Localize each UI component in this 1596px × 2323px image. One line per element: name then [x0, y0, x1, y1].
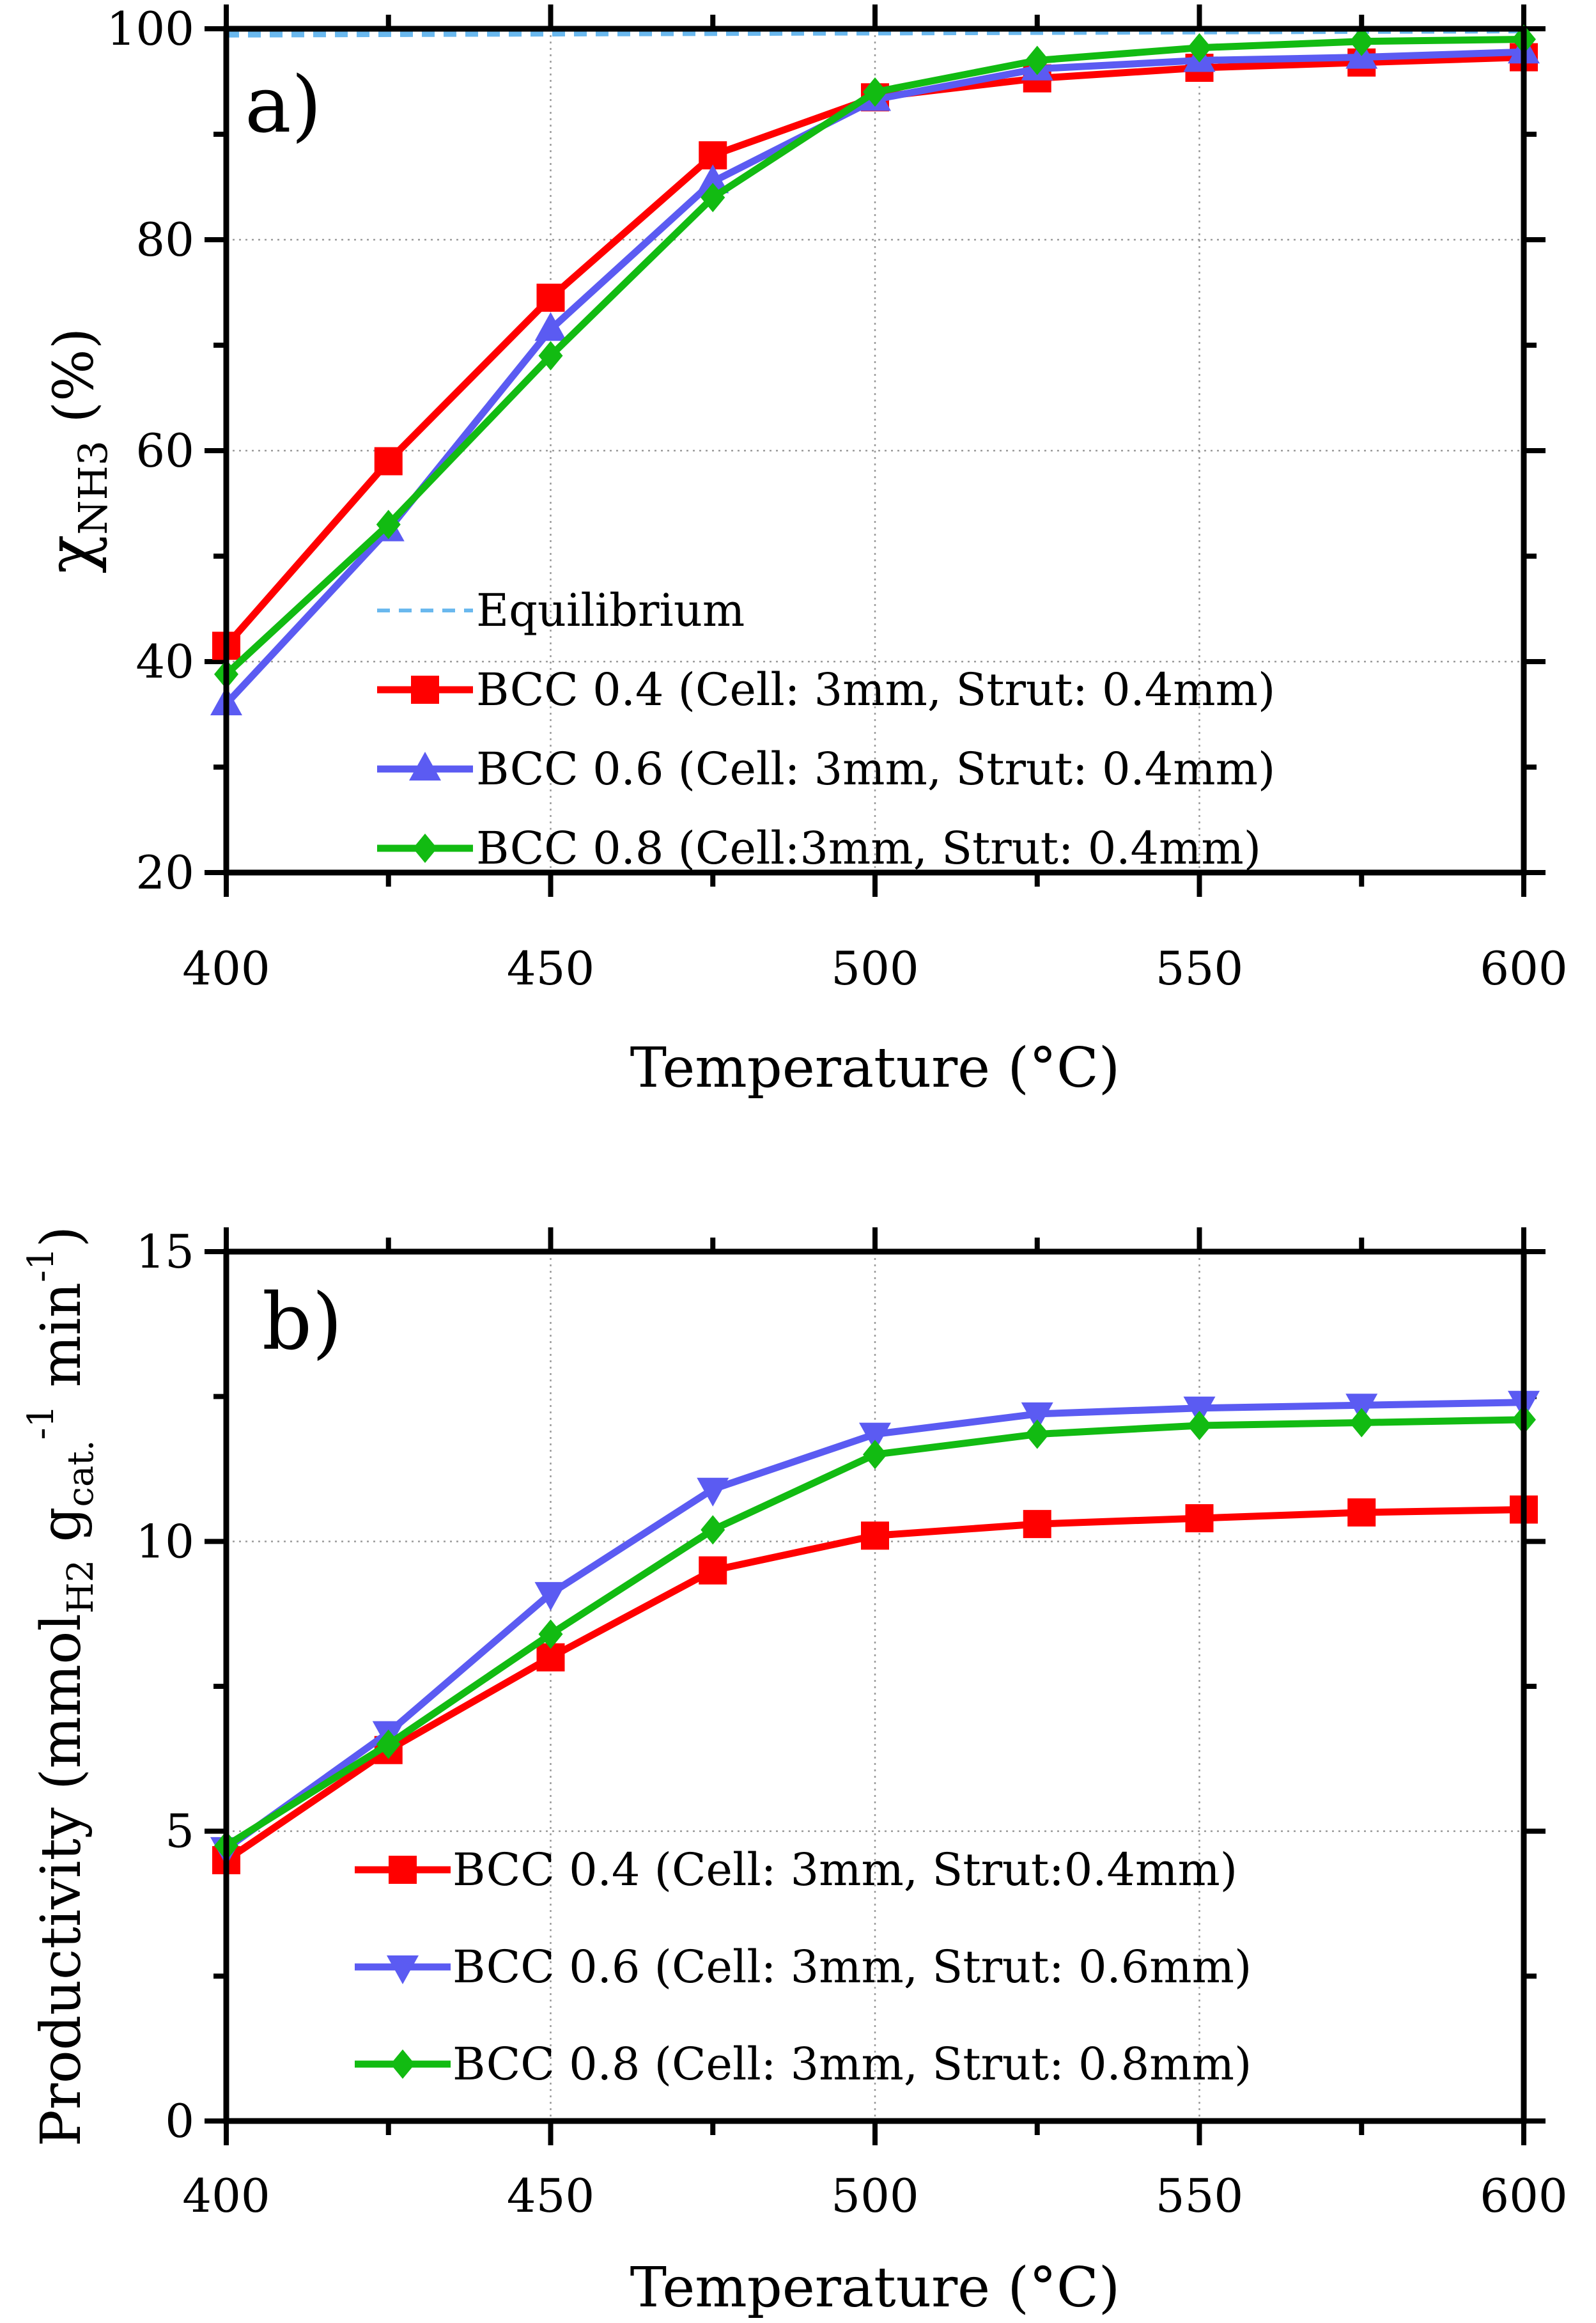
- panel-b-y-title-sup2: -1: [20, 1247, 62, 1282]
- legend-marker: [413, 834, 437, 863]
- y-tick-label: 15: [136, 1225, 194, 1278]
- y-tick-label: 5: [165, 1805, 194, 1858]
- y-tick-label: 10: [136, 1514, 194, 1568]
- x-tick-label: 550: [1156, 942, 1243, 995]
- data-point: [861, 1521, 889, 1550]
- panel-b-y-title-part1: Productivity (mmol: [29, 1613, 93, 2147]
- panel-a-y-title-main: χ: [33, 535, 108, 574]
- panel-a-chart: 400 450 500 550 600 20 40 60 80 100 a) Equilibriu…: [33, 2, 1568, 1100]
- legend-marker: [387, 1955, 419, 1984]
- series-line: [223, 48, 1524, 706]
- data-point: [534, 1581, 567, 1611]
- panel-b-label: b): [262, 1277, 343, 1367]
- x-tick-label: 600: [1480, 2169, 1567, 2223]
- legend-label: BCC 0.8 (Cell: 3mm, Strut: 0.8mm): [453, 2038, 1251, 2090]
- legend-label: BCC 0.4 (Cell: 3mm, Strut:0.4mm): [453, 1844, 1237, 1896]
- panel-b-y-title-part2: g: [29, 1507, 93, 1559]
- data-point: [376, 1729, 401, 1759]
- data-point: [699, 1556, 727, 1585]
- data-point: [534, 312, 567, 341]
- y-tick-label: 100: [107, 2, 194, 56]
- y-tick-label: 20: [136, 846, 194, 899]
- legend-marker: [409, 752, 441, 781]
- legend-label: BCC 0.6 (Cell: 3mm, Strut: 0.6mm): [453, 1941, 1251, 1993]
- data-point: [536, 283, 565, 312]
- panel-a-series: [210, 24, 1540, 715]
- legend-label: BCC 0.8 (Cell:3mm, Strut: 0.4mm): [476, 822, 1261, 874]
- x-tick-label: 400: [182, 2169, 270, 2223]
- data-point: [374, 447, 403, 476]
- y-tick-label: 40: [136, 635, 194, 688]
- legend-marker: [411, 676, 439, 704]
- data-point: [1347, 1498, 1376, 1527]
- panel-a-y-title-suffix: (%): [42, 328, 106, 440]
- data-point: [1349, 26, 1374, 56]
- panel-b-x-axis-title: Temperature (°C): [630, 2256, 1120, 2320]
- series-line: [224, 1505, 1524, 1863]
- panel-b-legend: BCC 0.4 (Cell: 3mm, Strut:0.4mm) BCC 0.6 …: [355, 1844, 1251, 2090]
- data-point: [701, 1515, 725, 1545]
- x-tick-label: 450: [507, 942, 594, 995]
- data-point: [1021, 1402, 1053, 1431]
- y-tick-label: 0: [165, 2094, 194, 2148]
- panel-a-label: a): [245, 59, 322, 150]
- data-point: [1187, 33, 1212, 63]
- data-point: [538, 341, 563, 371]
- data-point: [1025, 1419, 1050, 1449]
- panel-b-y-title-part4: ): [29, 1226, 93, 1248]
- data-point: [376, 509, 401, 540]
- data-point: [859, 1422, 891, 1452]
- data-point: [863, 77, 887, 107]
- panel-b-grid: [226, 1252, 1524, 2121]
- panel-b-series: [210, 1390, 1540, 1874]
- data-point: [1023, 1510, 1051, 1539]
- legend-marker: [389, 1856, 417, 1884]
- x-tick-label: 500: [831, 2169, 918, 2223]
- panel-b-y-title-part3: min: [29, 1282, 93, 1405]
- x-tick-label: 500: [831, 942, 918, 995]
- legend-marker: [391, 2049, 415, 2079]
- panel-b-y-title-sub1: H2: [60, 1560, 102, 1613]
- panel-b-chart: 400 450 500 550 600 0 5 10 15 b) BCC 0.4 (Cell: …: [20, 1225, 1568, 2320]
- legend-label: Equilibrium: [476, 584, 745, 637]
- data-point: [1187, 1411, 1212, 1440]
- data-point: [538, 1619, 563, 1649]
- y-tick-label: 60: [136, 424, 194, 478]
- panel-a-x-axis-title: Temperature (°C): [630, 1036, 1120, 1100]
- panel-b-axis-frame: [223, 1248, 1527, 2124]
- panel-a-legend: Equilibrium BCC 0.4 (Cell: 3mm, Strut: 0.…: [377, 584, 1275, 874]
- data-point: [863, 1440, 887, 1470]
- x-tick-label: 600: [1480, 942, 1567, 995]
- data-point: [1349, 1408, 1374, 1438]
- data-point: [697, 164, 729, 194]
- panel-a-grid: [226, 29, 1524, 873]
- data-point: [1185, 1504, 1214, 1533]
- panel-a-axis-frame: [223, 26, 1527, 876]
- panel-a-y-title-sub: NH3: [70, 440, 116, 535]
- data-point: [701, 183, 725, 212]
- data-point: [1025, 45, 1050, 75]
- panel-b-y-axis-title: Productivity (mmolH2 gcat.-1 min-1): [20, 1226, 102, 2147]
- data-point: [697, 1477, 729, 1507]
- y-tick-label: 80: [136, 213, 194, 267]
- x-tick-label: 400: [182, 942, 270, 995]
- legend-label: BCC 0.4 (Cell: 3mm, Strut: 0.4mm): [476, 664, 1275, 716]
- x-tick-label: 450: [507, 2169, 594, 2223]
- panel-a-y-axis-title: χNH3 (%): [33, 328, 116, 574]
- panel-a-ticks: 400 450 500 550 600 20 40 60 80 100: [107, 2, 1568, 995]
- legend-label: BCC 0.6 (Cell: 3mm, Strut: 0.4mm): [476, 743, 1275, 795]
- panel-b-y-title-sup1: -1: [20, 1405, 62, 1440]
- x-tick-label: 550: [1156, 2169, 1243, 2223]
- panel-b-y-title-sub2: cat.: [60, 1440, 102, 1507]
